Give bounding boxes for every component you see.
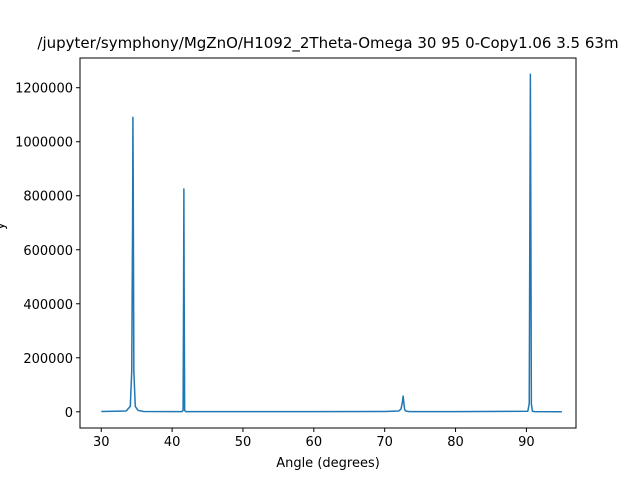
x-tick-label: 90 (518, 435, 535, 450)
x-tick-label: 40 (164, 435, 181, 450)
y-axis: 0 200000 400000 600000 800000 1000000 1200000 (15, 82, 80, 421)
y-axis-label: y (0, 222, 8, 230)
x-axis: 30 40 50 60 70 80 90 (93, 428, 535, 450)
y-tick-label: 1200000 (15, 82, 73, 97)
y-tick-label: 0 (65, 406, 73, 421)
y-tick-label: 400000 (23, 298, 73, 313)
y-tick-label: 1000000 (15, 136, 73, 151)
x-axis-label: Angle (degrees) (276, 456, 380, 471)
x-tick-label: 80 (447, 435, 464, 450)
axes-frame (79, 57, 577, 429)
y-tick-label: 200000 (23, 352, 73, 367)
plot-area (101, 73, 562, 413)
x-tick-label: 60 (306, 435, 323, 450)
x-tick-label: 70 (376, 435, 393, 450)
y-tick-label: 800000 (23, 190, 73, 205)
x-tick-label: 50 (235, 435, 252, 450)
series-line-0 (101, 73, 562, 413)
y-tick-label: 600000 (23, 244, 73, 259)
chart-title: /jupyter/symphony/MgZnO/H1092_2Theta-Ome… (37, 34, 618, 53)
x-tick-label: 30 (93, 435, 110, 450)
